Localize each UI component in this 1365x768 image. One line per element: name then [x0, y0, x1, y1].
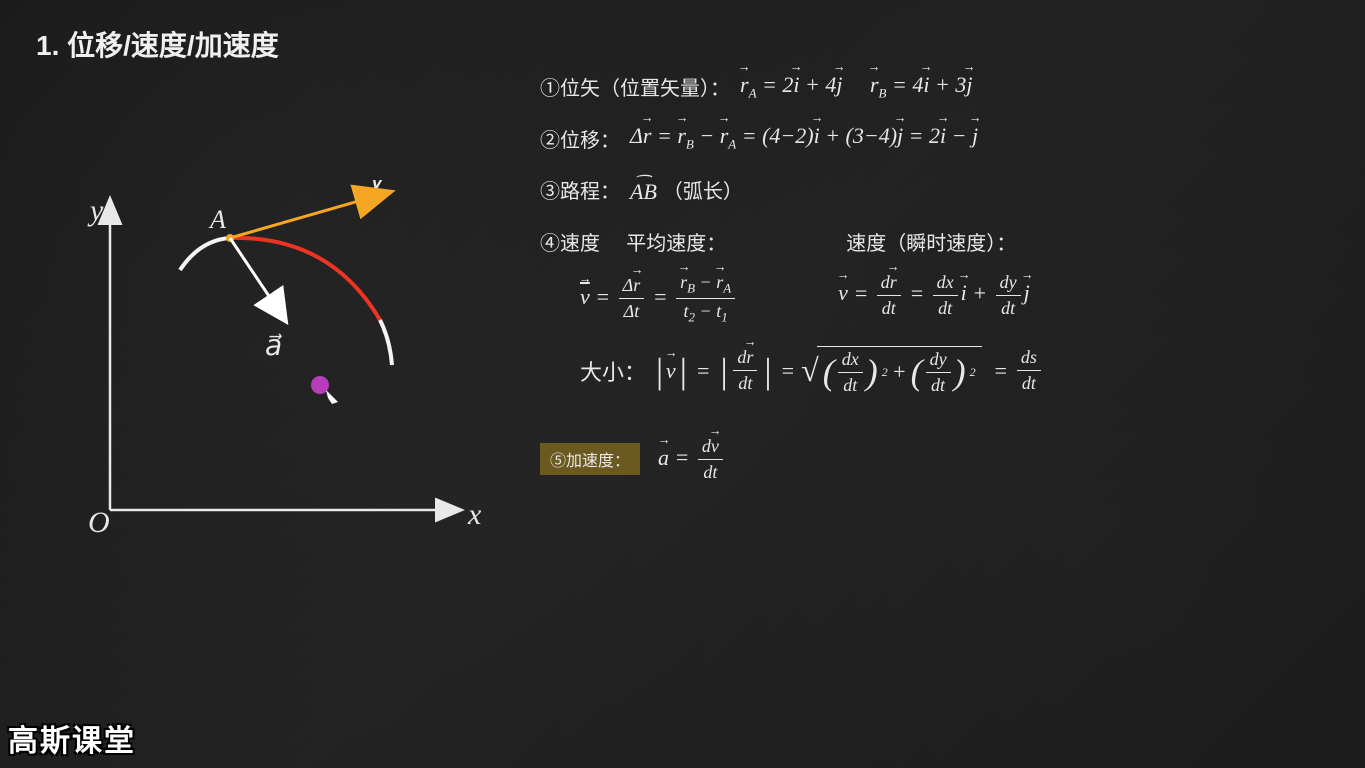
- arc-ab: AB: [630, 175, 657, 205]
- inst-velocity-label: 速度（瞬时速度）：: [846, 227, 1016, 256]
- inst-velocity-formula: v = drdt = dxdti + dydtj: [838, 272, 1030, 326]
- point-a-label: A: [208, 205, 226, 234]
- line-4-velocity-header: ④速度 平均速度： 速度（瞬时速度）：: [540, 227, 1320, 256]
- magnitude-label: 大小：: [580, 355, 646, 387]
- arc-white-right: [380, 320, 392, 365]
- velocity-magnitude: 大小： v = drdt = √ (dxdt)2 + (dydt)2 = dsd…: [580, 346, 1320, 396]
- avg-velocity-label: 平均速度：: [626, 233, 726, 255]
- formula-rA: rA = 2i + 4j rB = 4i + 3j: [740, 72, 972, 101]
- page-title: 1. 位移/速度/加速度: [36, 24, 279, 64]
- origin-label: O: [88, 506, 110, 539]
- arc-white-left: [180, 238, 230, 270]
- coordinate-diagram: O x y A v⃗ a⃗: [70, 180, 490, 550]
- item-5-highlight: ⑤加速度：: [540, 443, 640, 475]
- velocity-formulas-row: v = ΔrΔt = rB − rAt2 − t1 v = drdt = dxd…: [580, 272, 1320, 326]
- line-2-displacement: ②位移： Δr = rB − rA = (4−2)i + (3−4)j = 2i…: [540, 123, 1320, 152]
- line-3-path: ③路程： AB （弧长）: [540, 175, 1320, 205]
- avg-velocity-formula: v = ΔrΔt = rB − rAt2 − t1: [580, 272, 738, 326]
- cursor-pointer: [326, 390, 338, 404]
- y-axis-label: y: [87, 194, 104, 227]
- item-1-label: ①位矢（位置矢量）：: [540, 72, 730, 101]
- brand-logo: 高斯课堂: [8, 716, 136, 760]
- arc-red: [230, 238, 380, 320]
- line-5-acceleration: ⑤加速度： a = dvdt: [540, 436, 1320, 483]
- arc-suffix: （弧长）: [663, 175, 743, 204]
- accel-vector: [230, 238, 285, 320]
- item-2-label: ②位移：: [540, 124, 620, 153]
- line-1-position-vector: ①位矢（位置矢量）： rA = 2i + 4j rB = 4i + 3j: [540, 72, 1320, 101]
- item-3-label: ③路程：: [540, 175, 620, 204]
- item-4-label: ④速度: [540, 227, 600, 256]
- accel-label: a⃗: [265, 331, 283, 362]
- velocity-vector: [230, 192, 390, 238]
- cursor-dot: [311, 376, 329, 394]
- formula-content: ①位矢（位置矢量）： rA = 2i + 4j rB = 4i + 3j ②位移…: [540, 72, 1320, 483]
- formula-delta-r: Δr = rB − rA = (4−2)i + (3−4)j = 2i − j: [630, 123, 978, 152]
- velocity-label: v⃗: [370, 180, 386, 194]
- accel-formula: a = dvdt: [658, 436, 726, 483]
- x-axis-label: x: [467, 498, 482, 531]
